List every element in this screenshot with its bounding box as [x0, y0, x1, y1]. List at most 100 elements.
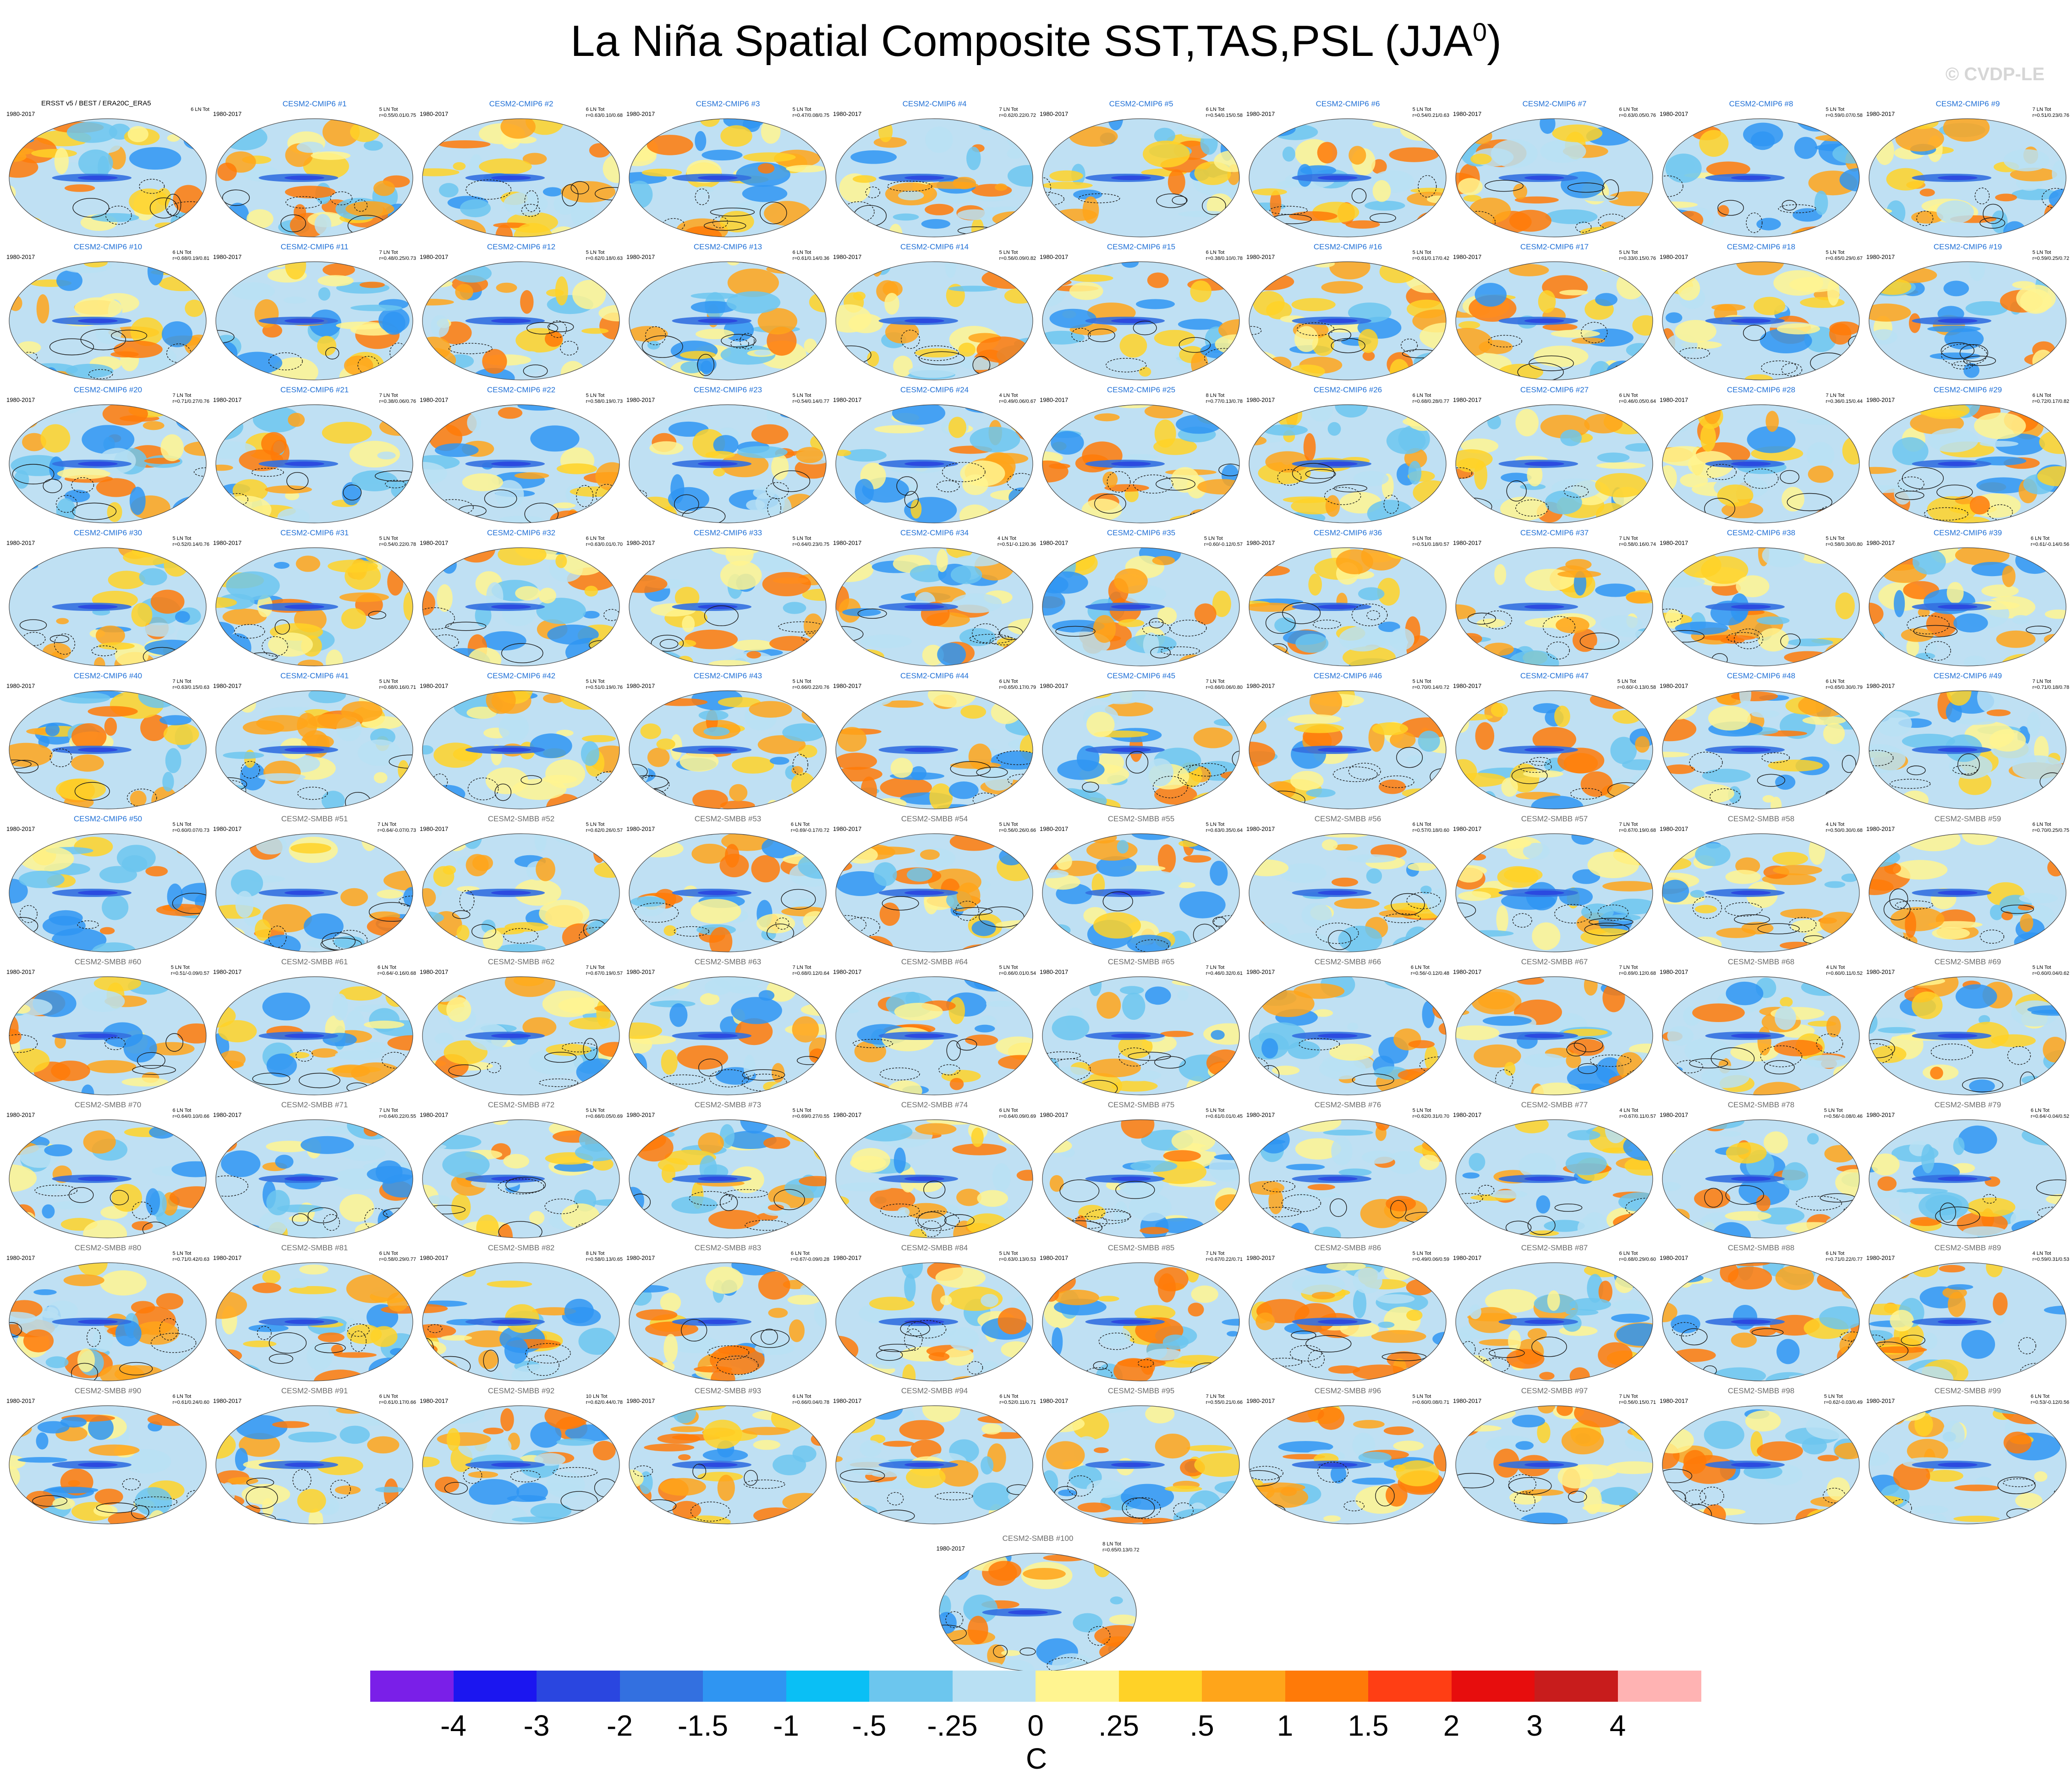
- map-outline: [1455, 118, 1653, 237]
- anomaly-patch: [1538, 290, 1556, 313]
- map-plot: [1249, 690, 1447, 809]
- anomaly-patch: [1045, 262, 1077, 277]
- anomaly-patch: [323, 263, 355, 277]
- anomaly-patch: [322, 119, 360, 147]
- anomaly-patch: [1643, 119, 1653, 128]
- psl-contour: [1277, 469, 1302, 486]
- psl-contour: [1983, 203, 2004, 224]
- map-plot: [1662, 690, 1860, 809]
- panel-title: CESM2-CMIP6 #50: [73, 814, 143, 823]
- panel-stats: 6 LN Tot r=0.72/0.17/0.82: [2033, 393, 2069, 405]
- anomaly-patch: [596, 1263, 619, 1280]
- anomaly-patch: [1475, 722, 1495, 750]
- psl-contour: [162, 939, 197, 951]
- map-plot: [1662, 833, 1860, 952]
- anomaly-patch: [1504, 1062, 1516, 1076]
- map-panel: CESM2-SMBB #85 1980-2017 7 LN Tot r=0.67/0.…: [1038, 1243, 1244, 1386]
- cold-tongue-core: [697, 891, 738, 895]
- anomaly-patch: [130, 317, 164, 346]
- anomaly-patch: [1191, 1285, 1218, 1303]
- anomaly-patch: [422, 214, 448, 228]
- cold-tongue-core: [904, 319, 944, 323]
- panel-title: CESM2-CMIP6 #6: [1316, 99, 1380, 108]
- anomaly-patch: [441, 1229, 471, 1237]
- anomaly-patch: [2044, 204, 2058, 229]
- anomaly-patch: [940, 1295, 952, 1305]
- anomaly-patch: [803, 911, 826, 931]
- panel-stats-line: 6 LN Tot: [172, 250, 192, 255]
- map-panel: CESM2-SMBB #73 1980-2017 5 LN Tot r=0.69/0.…: [625, 1100, 831, 1243]
- anomaly-patch: [1531, 796, 1584, 809]
- anomaly-patch: [595, 462, 619, 491]
- anomaly-patch: [341, 608, 367, 629]
- anomaly-patch: [994, 183, 1008, 191]
- psl-contour: [1265, 612, 1296, 634]
- cold-tongue-core: [697, 748, 738, 752]
- panel-title: CESM2-SMBB #55: [1107, 814, 1175, 823]
- map-plot: [835, 1405, 1033, 1524]
- anomaly-patch: [1428, 1132, 1446, 1143]
- cold-tongue-core: [284, 748, 324, 752]
- anomaly-patch: [1042, 588, 1065, 616]
- panel-stats-line: r=0.54/0.15/0.58: [1206, 113, 1243, 118]
- anomaly-patch: [1358, 1452, 1392, 1463]
- anomaly-patch: [1212, 590, 1231, 617]
- anomaly-patch: [47, 1300, 78, 1321]
- anomaly-patch: [2003, 149, 2050, 171]
- anomaly-patch: [720, 561, 762, 590]
- psl-contour: [629, 786, 652, 802]
- anomaly-patch: [1102, 471, 1118, 488]
- anomaly-patch: [400, 1363, 413, 1381]
- anomaly-patch: [216, 1120, 236, 1145]
- anomaly-patch: [1600, 615, 1643, 632]
- panel-stats: 5 LN Tot r=0.60/0.08/0.71: [1413, 1394, 1449, 1406]
- anomaly-patch: [427, 1134, 482, 1149]
- panel-period: 1980-2017: [6, 539, 35, 546]
- psl-contour: [184, 1225, 199, 1238]
- psl-contour: [297, 786, 328, 800]
- panel-stats-line: 5 LN Tot: [379, 107, 398, 112]
- anomaly-patch: [1594, 641, 1646, 654]
- anomaly-patch: [1415, 548, 1446, 566]
- panel-stats-line: r=0.65/0.29/0.67: [1825, 256, 1863, 261]
- map-panel: CESM2-CMIP6 #22 1980-2017 5 LN Tot r=0.58/0…: [418, 385, 625, 528]
- anomaly-patch: [216, 119, 260, 123]
- anomaly-patch: [984, 768, 1014, 791]
- anomaly-patch: [2017, 904, 2034, 911]
- cold-tongue-core: [697, 605, 738, 609]
- anomaly-patch: [971, 920, 996, 936]
- panel-stats-line: 5 LN Tot: [586, 393, 605, 398]
- anomaly-patch: [321, 791, 345, 809]
- panel-stats-line: r=0.63/0.10/0.68: [586, 113, 623, 118]
- map-panel: CESM2-CMIP6 #34 1980-2017 4 LN Tot r=0.51/-…: [831, 528, 1038, 671]
- anomaly-patch: [732, 639, 774, 651]
- anomaly-patch: [334, 936, 365, 949]
- anomaly-patch: [1422, 1001, 1435, 1028]
- anomaly-patch: [981, 1456, 994, 1475]
- anomaly-patch: [375, 1486, 405, 1493]
- panel-period: 1980-2017: [213, 110, 242, 117]
- anomaly-patch: [1096, 992, 1121, 1019]
- anomaly-patch: [1406, 755, 1426, 764]
- cold-tongue-core: [491, 462, 531, 466]
- map-panel: CESM2-SMBB #65 1980-2017 7 LN Tot r=0.46/0.…: [1038, 957, 1244, 1100]
- anomaly-patch: [1096, 856, 1137, 877]
- anomaly-patch: [812, 266, 825, 276]
- anomaly-patch: [1677, 276, 1700, 301]
- anomaly-patch: [272, 1421, 310, 1428]
- map-plot: [835, 261, 1033, 380]
- psl-contour: [80, 329, 126, 351]
- anomaly-patch: [52, 1497, 75, 1510]
- psl-contour: [1916, 210, 1934, 226]
- anomaly-patch: [725, 844, 740, 868]
- anomaly-patch: [262, 1270, 280, 1284]
- anomaly-patch: [433, 509, 457, 519]
- anomaly-patch: [479, 158, 532, 175]
- anomaly-patch: [122, 855, 148, 873]
- psl-contour: [1190, 1362, 1227, 1381]
- panel-stats-line: 6 LN Tot: [999, 679, 1018, 684]
- panel-title: CESM2-CMIP6 #24: [900, 385, 969, 394]
- map-plot: [9, 1405, 207, 1524]
- anomaly-patch: [601, 977, 619, 993]
- anomaly-patch: [351, 470, 398, 491]
